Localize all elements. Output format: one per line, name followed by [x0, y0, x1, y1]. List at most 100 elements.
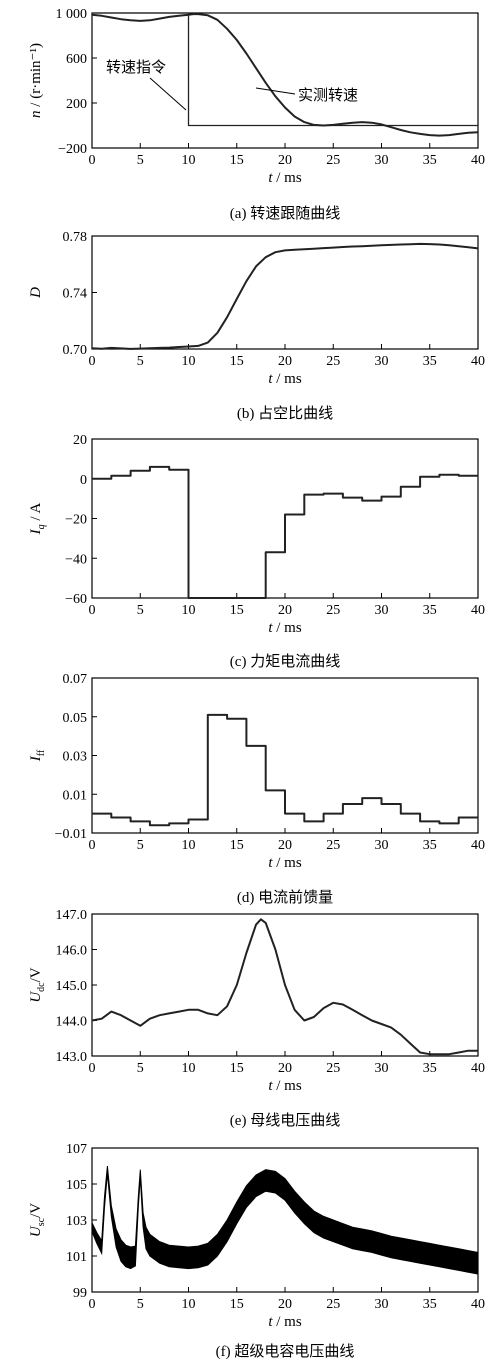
x-tick-label: 0 [89, 1297, 96, 1312]
x-tick-label: 5 [137, 838, 144, 853]
x-tick-label: 25 [326, 354, 340, 369]
x-tick-label: 35 [423, 1061, 437, 1076]
x-tick-label: 20 [278, 153, 292, 168]
x-tick-label: 20 [278, 603, 292, 618]
panel-c: 0 5 10 15 20 25 30 35 40 20 0 −20 −40 −60 t / ms Iq / A… [28, 433, 485, 670]
x-tick-label: 40 [471, 1297, 485, 1312]
x-tick-label: 30 [375, 354, 389, 369]
x-tick-label: 35 [423, 838, 437, 853]
y-tick-label: 147.0 [56, 908, 88, 923]
panel-caption: (d) 电流前馈量 [237, 889, 333, 906]
series-line-0 [91, 918, 478, 1056]
x-tick-label: 30 [375, 153, 389, 168]
annotation-leader-command [149, 77, 187, 111]
x-tick-label: 0 [89, 153, 96, 168]
x-tick-label: 10 [182, 1061, 196, 1076]
x-tick-label: 10 [182, 1297, 196, 1312]
x-tick-label: 40 [471, 603, 485, 618]
x-tick-label: 30 [375, 603, 389, 618]
x-tick-label: 15 [230, 838, 244, 853]
y-tick-label: 143.0 [56, 1050, 88, 1065]
y-tick-label: 99 [73, 1286, 87, 1301]
x-tick-label: 30 [375, 838, 389, 853]
x-tick-label: 5 [137, 1061, 144, 1076]
x-tick-label: 40 [471, 838, 485, 853]
x-tick-label: 20 [278, 354, 292, 369]
y-tick-label: −40 [65, 552, 87, 567]
panel-b: 0 5 10 15 20 25 30 35 40 0.78 0.74 0.70 t / ms D (b) 占… [28, 230, 485, 422]
x-tick-label: 25 [326, 153, 340, 168]
x-tick-label: 15 [230, 603, 244, 618]
x-tick-label: 5 [137, 354, 144, 369]
x-tick-label: 40 [471, 354, 485, 369]
y-tick-label: 145.0 [56, 979, 88, 994]
y-tick-label: 146.0 [56, 944, 88, 959]
series-line-1 [91, 13, 479, 137]
y-tick-label: 0.01 [63, 788, 88, 803]
y-tick-label: 0.74 [63, 287, 88, 302]
x-tick-label: 5 [137, 1297, 144, 1312]
plot-frame [91, 1147, 479, 1293]
panel-caption: (a) 转速跟随曲线 [230, 205, 340, 222]
y-tick-label: −0.01 [55, 827, 87, 842]
y-tick-label: −20 [65, 513, 87, 528]
panel-caption: (e) 母线电压曲线 [230, 1112, 340, 1129]
series-line-0 [92, 465, 478, 599]
x-tick-label: 40 [471, 1061, 485, 1076]
y-axis-label: Iq / A [28, 503, 47, 536]
x-tick-label: 30 [375, 1061, 389, 1076]
series-line-0 [91, 242, 479, 350]
x-tick-label: 10 [182, 153, 196, 168]
x-tick-label: 25 [326, 603, 340, 618]
x-tick-label: 0 [89, 354, 96, 369]
x-axis-label: t / ms [268, 855, 302, 871]
x-tick-label: 0 [89, 838, 96, 853]
x-tick-label: 20 [278, 838, 292, 853]
y-tick-label: −200 [58, 142, 87, 157]
y-tick-label: −60 [65, 592, 87, 607]
x-axis-label: t / ms [268, 1314, 302, 1330]
x-tick-label: 35 [423, 153, 437, 168]
x-tick-label: 40 [471, 153, 485, 168]
plot-frame [91, 235, 479, 350]
y-tick-label: 1 000 [56, 7, 88, 22]
y-tick-label: 20 [73, 433, 87, 448]
y-axis-label: Udc/V [28, 967, 47, 1002]
plot-frame [91, 12, 479, 149]
panel-a: 0 5 10 15 20 25 30 35 40 1 000 600 200 −200 t / ms n /… [28, 7, 485, 222]
x-tick-label: 20 [278, 1297, 292, 1312]
y-tick-label: 0.07 [63, 672, 88, 687]
panel-caption: (c) 力矩电流曲线 [230, 653, 340, 670]
x-tick-label: 0 [89, 603, 96, 618]
x-tick-label: 30 [375, 1297, 389, 1312]
y-tick-label: 144.0 [56, 1015, 88, 1030]
y-tick-label: 200 [66, 97, 87, 112]
y-axis-label: D [28, 287, 44, 299]
x-tick-label: 15 [230, 354, 244, 369]
x-axis-label: t / ms [268, 620, 302, 636]
x-tick-label: 20 [278, 1061, 292, 1076]
x-tick-label: 25 [326, 1297, 340, 1312]
y-axis-label: Iff [28, 749, 47, 762]
series-band [91, 1165, 479, 1275]
annotation-speed-command: 转速指令 [106, 58, 166, 76]
x-tick-label: 0 [89, 1061, 96, 1076]
x-tick-label: 35 [423, 1297, 437, 1312]
y-tick-label: 0.05 [63, 711, 88, 726]
panel-d: 0 5 10 15 20 25 30 35 40 0.07 0.05 0.03 0.01 −0.01 t /… [28, 672, 485, 906]
y-tick-label: 600 [66, 52, 87, 67]
series-line-0 [92, 713, 478, 827]
x-tick-label: 25 [326, 838, 340, 853]
x-tick-label: 10 [182, 838, 196, 853]
x-axis-label: t / ms [268, 371, 302, 387]
y-tick-label: 0.70 [63, 343, 88, 358]
y-tick-label: 0.03 [63, 750, 88, 765]
y-tick-label: 105 [66, 1178, 87, 1193]
x-tick-label: 35 [423, 354, 437, 369]
x-tick-label: 15 [230, 153, 244, 168]
panel-e: 0 5 10 15 20 25 30 35 40 147.0 146.0 145.0 144.0 143.… [28, 908, 485, 1129]
x-tick-label: 5 [137, 603, 144, 618]
y-axis-label: n / (r·min⁻¹) [28, 43, 44, 118]
x-tick-label: 15 [230, 1297, 244, 1312]
